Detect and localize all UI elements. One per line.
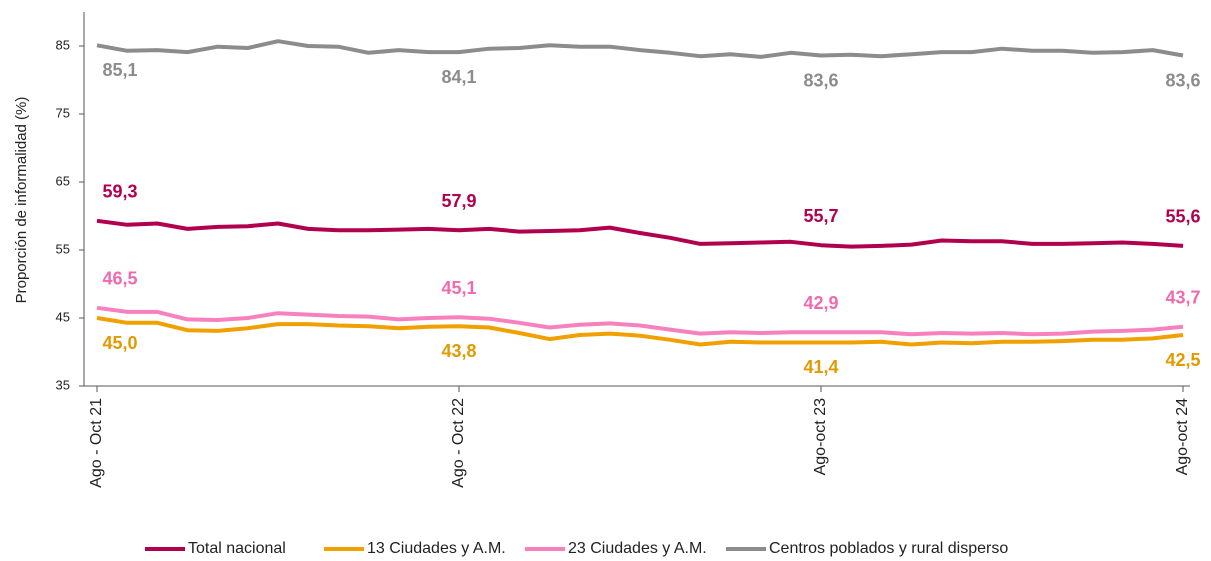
data-label: 83,6 — [1165, 70, 1200, 90]
series-line — [96, 218, 1184, 249]
legend-label: Centros poblados y rural disperso — [769, 540, 1008, 557]
legend-label: 23 Ciudades y A.M. — [568, 540, 707, 557]
data-label: 45,1 — [441, 278, 476, 298]
data-label: 57,9 — [441, 191, 476, 211]
data-label: 59,3 — [102, 182, 137, 202]
data-label: 84,1 — [441, 67, 476, 87]
data-label: 43,8 — [441, 341, 476, 361]
legend-label: Total nacional — [188, 540, 286, 557]
x-tick-label: Ago - Oct 22 — [450, 398, 467, 488]
data-label: 42,5 — [1165, 350, 1200, 370]
y-axis-label: Proporción de informalidad (%) — [13, 97, 30, 304]
y-tick-label: 45 — [56, 309, 70, 324]
y-tick-label: 85 — [56, 37, 70, 52]
y-tick-label: 55 — [56, 241, 70, 256]
data-label: 41,4 — [803, 357, 838, 377]
data-label: 45,0 — [102, 333, 137, 353]
data-label: 83,6 — [803, 70, 838, 90]
x-tick-label: Ago - Oct 21 — [88, 398, 105, 488]
legend-label: 13 Ciudades y A.M. — [367, 540, 506, 557]
data-label: 85,1 — [102, 60, 137, 80]
y-tick-label: 35 — [56, 377, 70, 392]
data-label: 55,6 — [1165, 207, 1200, 227]
y-tick-label: 75 — [56, 105, 70, 120]
x-tick-label: Ago-oct 24 — [1174, 398, 1191, 475]
y-tick-label: 65 — [56, 173, 70, 188]
series-line — [96, 305, 1184, 337]
data-label: 55,7 — [803, 206, 838, 226]
series-line — [96, 316, 1184, 347]
data-label: 46,5 — [102, 269, 137, 289]
series-line — [96, 39, 1184, 59]
x-tick-label: Ago-oct 23 — [812, 398, 829, 475]
data-label: 43,7 — [1165, 288, 1200, 308]
data-label: 42,9 — [803, 293, 838, 313]
